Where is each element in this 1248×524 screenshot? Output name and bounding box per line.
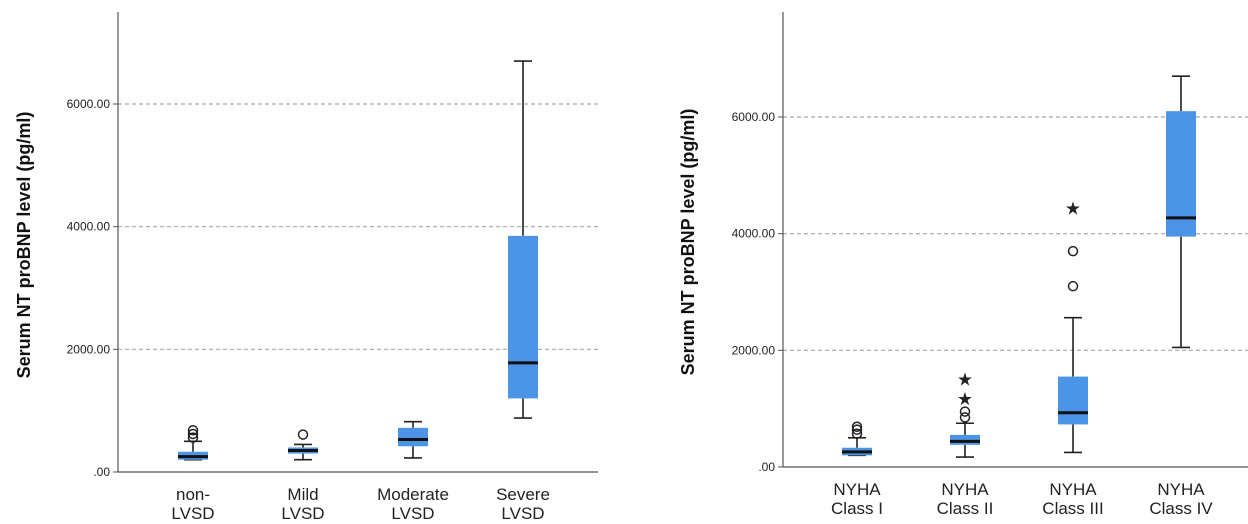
y-tick-label: 4000.00	[732, 227, 776, 241]
iqr-box	[508, 235, 538, 399]
iqr-box	[1058, 376, 1088, 425]
outlier-point	[851, 421, 863, 432]
x-category-label-line2: Class IV	[1149, 499, 1213, 518]
outlier-point	[187, 425, 199, 436]
iqr-box	[1166, 111, 1196, 237]
y-axis-label: Serum NT proBNP level (pg/ml)	[678, 109, 698, 376]
y-tick-label: .00	[758, 460, 775, 474]
extreme-outlier-point: ★	[1065, 198, 1081, 219]
x-category-label-line1: Moderate	[377, 485, 449, 504]
y-tick-label: 2000.00	[732, 343, 776, 357]
x-category-label-line2: Class I	[831, 499, 883, 518]
x-category-label-line2: LVSD	[171, 504, 214, 523]
extreme-outlier-point: ★	[957, 389, 973, 410]
outlier-point	[959, 406, 971, 417]
outlier-point	[959, 412, 971, 423]
x-category-label-line2: Class III	[1042, 499, 1103, 518]
outlier-point	[1067, 280, 1079, 292]
iqr-box	[398, 427, 428, 447]
x-category-label-line2: LVSD	[391, 504, 434, 523]
y-tick-label: 4000.00	[67, 220, 111, 234]
x-category-label-line1: NYHA	[833, 480, 881, 499]
outlier-point	[1067, 245, 1079, 257]
x-category-label-line1: NYHA	[1049, 480, 1097, 499]
y-tick-label: 6000.00	[732, 110, 776, 124]
y-axis-label: Serum NT proBNP level (pg/ml)	[14, 112, 34, 379]
y-tick-label: 2000.00	[67, 342, 111, 356]
x-category-label-line2: LVSD	[281, 504, 324, 523]
x-category-label-line1: NYHA	[941, 480, 989, 499]
x-category-label-line1: NYHA	[1157, 480, 1205, 499]
outlier-point	[297, 429, 309, 440]
x-category-label-line1: Severe	[496, 485, 550, 504]
outlier-point	[851, 428, 863, 439]
x-category-label-line1: non-	[176, 485, 210, 504]
x-category-label-line2: LVSD	[501, 504, 544, 523]
x-category-label-line1: Mild	[287, 485, 318, 504]
x-category-label-line2: Class II	[937, 499, 994, 518]
y-tick-label: 6000.00	[67, 97, 111, 111]
outlier-point	[187, 432, 199, 443]
outlier-point	[851, 424, 863, 435]
outlier-point	[187, 428, 199, 440]
extreme-outlier-point: ★	[957, 369, 973, 390]
y-tick-label: .00	[93, 465, 110, 479]
